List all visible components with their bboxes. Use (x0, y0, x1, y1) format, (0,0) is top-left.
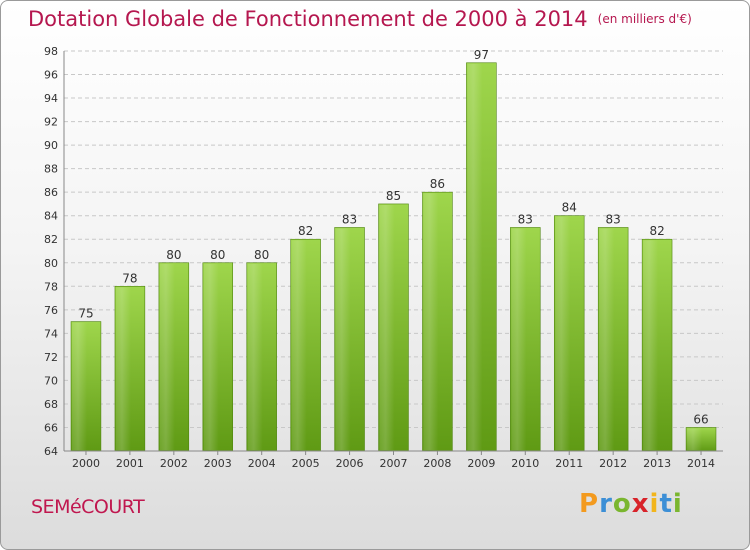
bar-value-label: 83 (606, 212, 621, 226)
logo-letter: t (659, 489, 673, 519)
x-tick-label: 2004 (248, 457, 276, 470)
bar-value-label: 80 (210, 248, 225, 262)
y-tick-label: 98 (44, 45, 58, 58)
bar-value-label: 85 (386, 189, 401, 203)
bar-value-label: 75 (78, 307, 93, 321)
logo-letter: i (672, 489, 683, 519)
bar-2006: 83 (334, 212, 365, 452)
bar-value-label: 78 (122, 271, 137, 285)
x-tick-label: 2010 (511, 457, 539, 470)
bar-2001: 78 (114, 271, 146, 452)
y-tick-label: 74 (44, 327, 58, 340)
y-tick-label: 70 (44, 374, 58, 387)
bar-2009: 97 (466, 48, 497, 452)
bar-highlight (555, 216, 571, 450)
x-tick-label: 2002 (160, 457, 188, 470)
x-axis: 2000 2001 2002 2003 2004 2005 2006 2007 2008 2009… (64, 450, 723, 470)
logo-letter: r (599, 489, 613, 519)
x-tick-label: 2000 (72, 457, 100, 470)
bar-highlight (511, 228, 527, 450)
bar-value-label: 83 (342, 212, 357, 226)
bar-2010: 83 (510, 212, 541, 452)
y-tick-label: 78 (44, 280, 58, 293)
bar-value-label: 66 (693, 412, 708, 426)
bar-value-label: 83 (518, 212, 533, 226)
bar-2014: 66 (685, 412, 717, 452)
bar-2008: 86 (422, 177, 453, 452)
bar-2004: 80 (246, 248, 277, 452)
bars: 75 78 80 80 80 82 83 85 86 97 83 84 83 82 66 (70, 48, 717, 452)
y-axis: 64 66 68 70 72 74 76 78 80 82 84 86 88 90 92 94 96 98 (44, 45, 65, 458)
chart-title: Dotation Globale de Fonctionnement de 20… (28, 7, 692, 31)
bar-highlight (72, 322, 87, 450)
bar-highlight (599, 228, 615, 450)
y-tick-label: 80 (44, 257, 58, 270)
bar-highlight (159, 263, 175, 450)
bar-highlight (203, 263, 219, 450)
bar-2013: 82 (641, 224, 673, 452)
bar-highlight (423, 193, 439, 451)
bar-value-label: 84 (562, 201, 577, 215)
y-tick-label: 96 (44, 69, 58, 82)
bar-value-label: 80 (166, 248, 181, 262)
y-tick-label: 92 (44, 116, 58, 129)
bar-value-label: 97 (474, 48, 489, 62)
bar-2007: 85 (378, 189, 409, 452)
bar-highlight (467, 63, 483, 450)
y-tick-label: 82 (44, 233, 58, 246)
x-tick-label: 2001 (116, 457, 144, 470)
y-tick-label: 66 (44, 421, 58, 434)
x-tick-label: 2014 (687, 457, 715, 470)
logo-letter: o (612, 489, 632, 519)
y-tick-label: 64 (44, 445, 58, 458)
bar-highlight (643, 240, 659, 450)
x-tick-label: 2003 (204, 457, 232, 470)
bar-highlight (687, 428, 703, 450)
bar-2011: 84 (553, 201, 585, 452)
bar-2003: 80 (202, 248, 234, 452)
x-tick-label: 2012 (599, 457, 627, 470)
bar-highlight (291, 240, 307, 450)
commune-name: SEMéCOURT (31, 496, 145, 518)
x-tick-label: 2009 (467, 457, 495, 470)
y-tick-label: 72 (44, 351, 58, 364)
bar-2002: 80 (158, 248, 190, 452)
bar-value-label: 82 (298, 224, 313, 238)
bar-2000: 75 (70, 307, 102, 452)
x-tick-label: 2006 (336, 457, 364, 470)
bar-value-label: 86 (430, 177, 445, 191)
y-tick-label: 76 (44, 304, 58, 317)
logo-letter: i (649, 489, 660, 519)
proxiti-logo: Proxiti (579, 489, 683, 519)
bar-highlight (379, 204, 395, 450)
y-tick-label: 84 (44, 210, 58, 223)
bar-value-label: 82 (649, 224, 664, 238)
bar-value-label: 80 (254, 248, 269, 262)
x-tick-label: 2005 (292, 457, 320, 470)
y-tick-label: 86 (44, 186, 58, 199)
chart-title-text: Dotation Globale de Fonctionnement de 20… (28, 7, 588, 31)
logo-letter: P (579, 489, 600, 519)
x-tick-label: 2007 (380, 457, 408, 470)
bar-highlight (335, 228, 351, 450)
bar-highlight (247, 263, 263, 450)
chart-unit: (en milliers d'€) (597, 12, 692, 26)
logo-letter: x (631, 489, 650, 519)
y-tick-label: 88 (44, 163, 58, 176)
y-tick-label: 94 (44, 92, 58, 105)
bar-highlight (115, 287, 131, 450)
x-tick-label: 2011 (555, 457, 583, 470)
y-tick-label: 68 (44, 398, 58, 411)
y-tick-label: 90 (44, 139, 58, 152)
x-tick-label: 2013 (643, 457, 671, 470)
bar-2005: 82 (290, 224, 321, 452)
bar-2012: 83 (597, 212, 629, 452)
x-tick-label: 2008 (423, 457, 451, 470)
